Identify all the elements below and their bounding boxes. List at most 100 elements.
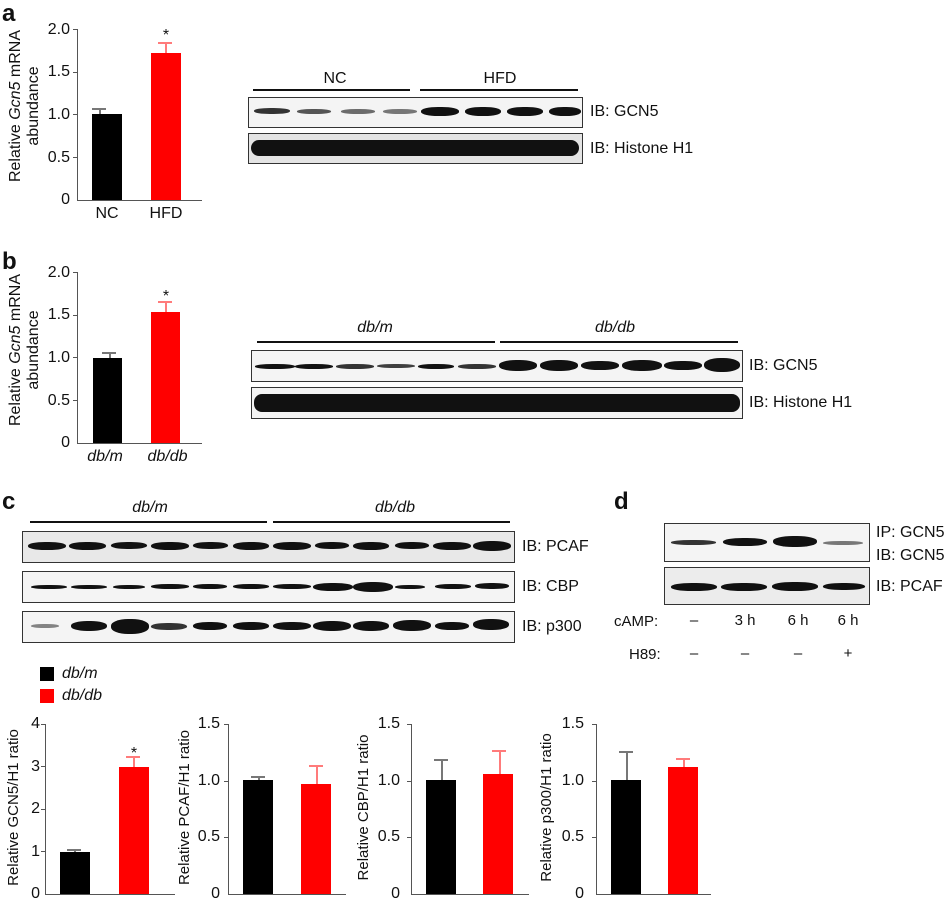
ib-label: IP: GCN5 [876,524,945,541]
error-cap [434,759,448,761]
ylabel-gene: Gcn5 [7,325,24,364]
y-tick-mark [224,837,229,838]
h89-value: – [689,645,699,662]
bar-db-m [426,780,456,894]
y-axis-label: Relative CBP/H1 ratio [355,734,372,881]
error-cap [158,301,172,303]
bar-db-db [668,767,698,894]
bar-db-db [483,774,513,894]
panel-letter-b: b [2,248,17,275]
ylabel-text: mRNA [7,29,24,82]
y-tick-mark [407,724,412,725]
error-cap [92,108,106,110]
error-cap [309,765,323,767]
group-label: NC [323,70,347,87]
y-tick: 2.0 [47,21,70,38]
group-label: db/db [374,499,416,516]
h89-value: + [843,645,853,662]
y-tick-mark [407,837,412,838]
y-axis [596,724,597,894]
y-axis-label: Relative PCAF/H1 ratio [176,729,193,886]
error-cap [102,352,116,354]
y-tick: 1.0 [197,772,220,789]
y-tick: 1.0 [47,349,70,366]
blot-histone-h1 [248,133,583,164]
y-tick: 1.0 [377,772,400,789]
y-tick-mark [41,724,46,725]
x-category: HFD [149,205,183,222]
y-tick-mark [73,72,78,73]
group-line [257,341,495,343]
y-tick: 4 [31,715,40,732]
ib-label: IB: PCAF [876,578,943,595]
y-tick: 0.5 [197,828,220,845]
group-label: HFD [483,70,517,87]
camp-value: 6 h [837,612,859,629]
x-category: db/db [147,448,188,465]
error-bar [109,352,111,360]
camp-value: – [689,612,699,629]
group-label: db/db [594,319,636,336]
y-tick: 0 [391,885,400,902]
y-tick-mark [73,29,78,30]
ib-label: IB: GCN5 [876,547,945,564]
camp-value: 3 h [734,612,756,629]
y-tick-mark [407,781,412,782]
y-tick: 1.0 [47,106,70,123]
significance-star: * [162,288,170,305]
blot-cbp [22,571,515,603]
x-axis [596,894,711,895]
y-tick: 0 [61,191,70,208]
bar-hfd [151,53,181,200]
ib-label: IB: p300 [522,618,582,635]
panel-letter-c: c [2,488,16,515]
ylabel-text: Relative [7,363,24,427]
y-tick-mark [41,851,46,852]
y-tick: 2 [31,800,40,817]
x-axis [45,894,175,895]
camp-label: cAMP: [614,613,659,630]
legend-swatch-db-m [40,667,54,681]
blot-ip-gcn5 [664,523,870,562]
panel-letter-d: d [614,488,629,515]
bar-db-db [119,767,149,894]
x-axis [77,200,202,201]
bar-db-db [151,312,180,443]
legend-swatch-db-db [40,689,54,703]
error-bar [683,758,685,768]
y-tick: 3 [31,758,40,775]
y-tick: 0 [211,885,220,902]
y-tick: 1.5 [47,63,70,80]
ib-label: IB: GCN5 [590,103,659,120]
ib-label: IB: Histone H1 [749,394,853,411]
group-line [420,89,578,91]
error-bar [499,750,501,775]
y-tick-mark [41,766,46,767]
ylabel-text: Relative [7,119,24,183]
y-axis [228,724,229,894]
x-axis [411,894,529,895]
error-cap [67,849,81,851]
error-bar [74,849,76,853]
y-tick: 0 [575,885,584,902]
y-axis-label-a: Relative Gcn5 mRNA abundance [7,16,43,196]
y-tick-mark [73,114,78,115]
h89-value: – [740,645,750,662]
blot-gcn5 [251,350,743,382]
y-tick: 1.5 [47,306,70,323]
ylabel-text: abundance [25,66,42,146]
group-line [253,89,410,91]
y-tick-mark [592,724,597,725]
y-tick: 1 [31,843,40,860]
y-tick-mark [73,357,78,358]
bar-db-m [611,780,641,894]
group-line [30,521,267,523]
y-tick: 0.5 [561,828,584,845]
h89-label: H89: [629,646,661,663]
y-tick-mark [41,809,46,810]
y-axis [411,724,412,894]
y-tick-mark [592,837,597,838]
y-tick: 1.5 [197,715,220,732]
ib-label: IB: Histone H1 [590,140,694,157]
error-cap [619,751,633,753]
